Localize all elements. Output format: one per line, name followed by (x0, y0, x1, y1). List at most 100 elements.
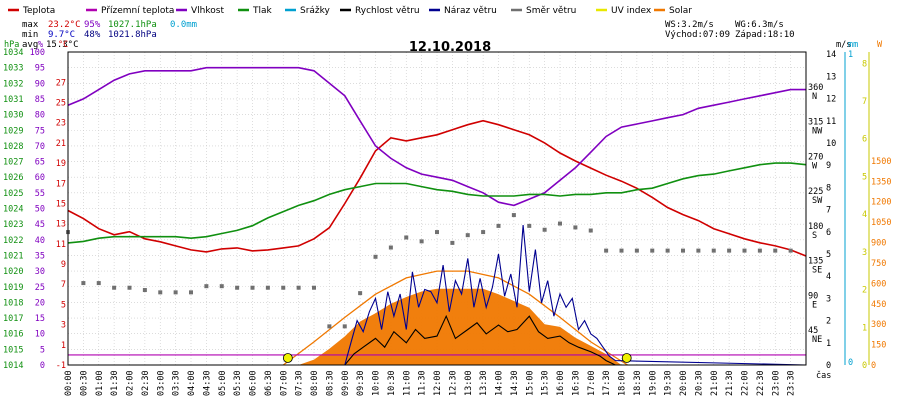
wind-direction-point (358, 291, 363, 296)
legend: Teplota Přízemní teplota Vlhkost Tlak Srážky… (8, 6, 692, 16)
tick-time: 08:00 (310, 370, 320, 396)
tick-ms: 13 (826, 72, 836, 82)
tick-hpa: 1025 (3, 189, 23, 199)
stat-avg-temp: 15.3°C (46, 40, 79, 50)
wind-direction-point (419, 239, 424, 244)
wind-direction-point (173, 290, 178, 295)
tick-pct: 65 (35, 158, 45, 168)
tick-pct: 0 (40, 361, 45, 371)
wind-direction-point (757, 248, 762, 253)
stat-min-hum: 48% (84, 30, 101, 40)
axis-unit-ms: m/s (836, 40, 851, 50)
axis-unit-hpa: hPa (4, 40, 19, 50)
axis-ticks: 1034103310321031103010291028102710261025… (3, 48, 891, 396)
wind-direction-point (773, 248, 778, 253)
tick-c: 17 (56, 179, 66, 189)
tick-dir-deg: 90 (808, 291, 818, 301)
tick-dir-deg: 315 (808, 118, 823, 128)
tick-ms: 3 (826, 294, 831, 304)
wind-direction-point (542, 227, 547, 232)
stat-max-hum: 95% (84, 20, 101, 30)
tick-ms: 5 (826, 250, 831, 260)
tick-uv: 0 (862, 361, 867, 371)
tick-time: 00:30 (79, 370, 89, 396)
tick-hpa: 1024 (3, 205, 23, 215)
tick-hpa: 1014 (3, 361, 23, 371)
tick-hpa: 1019 (3, 283, 23, 293)
wind-direction-point (296, 285, 301, 290)
tick-c: 3 (61, 321, 66, 331)
tick-time: 04:30 (202, 370, 212, 396)
tick-time: 20:00 (679, 370, 689, 396)
tick-uv: 2 (862, 286, 867, 296)
tick-ms: 0 (826, 361, 831, 371)
tick-hpa: 1016 (3, 330, 23, 340)
tick-pct: 95 (35, 64, 45, 74)
wind-direction-point (388, 245, 393, 250)
tick-time: 04:00 (187, 370, 197, 396)
wind-direction-point (711, 248, 716, 253)
tick-time: 10:00 (372, 370, 382, 396)
stat-ws: WS:3.2m/s (665, 20, 714, 30)
tick-uv: 3 (862, 248, 867, 258)
tick-c: 5 (61, 300, 66, 310)
axis-unit-time: čas (816, 370, 831, 381)
tick-ms: 6 (826, 228, 831, 238)
sun-markers (282, 353, 632, 363)
wind-direction-point (204, 284, 209, 289)
tick-c: 19 (56, 159, 66, 169)
wind-direction-point (696, 248, 701, 253)
wind-direction-point (742, 248, 747, 253)
tick-hpa: 1028 (3, 142, 23, 152)
chart-title: 12.10.2018 (409, 40, 491, 55)
tick-time: 21:00 (710, 370, 720, 396)
stat-min-press: 1021.8hPa (108, 30, 157, 40)
tick-pct: 20 (35, 298, 45, 308)
tick-hpa: 1023 (3, 220, 23, 230)
tick-time: 05:00 (218, 370, 228, 396)
tick-hpa: 1027 (3, 158, 23, 168)
tick-c: 21 (56, 139, 66, 149)
tick-pct: 100 (30, 48, 45, 58)
tick-dir-name: SE (812, 266, 822, 276)
tick-ms: 1 (826, 339, 831, 349)
tick-pct: 5 (40, 345, 45, 355)
tick-w: 900 (871, 239, 886, 249)
stats-block: max 23.2°C 95% 1027.1hPa 0.0mm min 9.7°C… (22, 20, 795, 50)
wind-direction-point (250, 285, 255, 290)
tick-pct: 25 (35, 283, 45, 293)
tick-c: 15 (56, 199, 66, 209)
stat-max-press: 1027.1hPa (108, 20, 157, 30)
tick-c: 23 (56, 119, 66, 129)
tick-hpa: 1033 (3, 64, 23, 74)
tick-pct: 75 (35, 126, 45, 136)
tick-hpa: 1029 (3, 126, 23, 136)
series-line-6 (68, 225, 807, 366)
legend-label: Vlhkost (191, 6, 224, 16)
wind-direction-point (265, 285, 270, 290)
tick-w: 1500 (871, 157, 891, 167)
tick-time: 03:30 (172, 370, 182, 396)
tick-pct: 15 (35, 314, 45, 324)
tick-dir-name: NW (812, 127, 823, 137)
series-line-0 (67, 119, 807, 257)
wind-direction-point (465, 233, 470, 238)
tick-time: 21:30 (725, 370, 735, 396)
tick-ms: 2 (826, 317, 831, 327)
tick-uv: 1 (862, 323, 867, 333)
legend-label: Rychlost větru (355, 6, 420, 16)
legend-label: Přízemní teplota (101, 6, 174, 16)
tick-time: 17:30 (602, 370, 612, 396)
tick-dir-deg: 270 (808, 152, 823, 162)
wind-direction-point (634, 248, 639, 253)
wind-direction-point (281, 285, 286, 290)
stat-avg-label: avg (22, 40, 38, 50)
axis-unit-mm: mm (848, 40, 858, 50)
series-line-2 (67, 66, 806, 207)
tick-time: 06:00 (249, 370, 259, 396)
wind-direction-point (511, 213, 516, 218)
tick-time: 18:30 (633, 370, 643, 396)
tick-time: 06:30 (264, 370, 274, 396)
tick-time: 13:00 (464, 370, 474, 396)
tick-pct: 50 (35, 205, 45, 215)
